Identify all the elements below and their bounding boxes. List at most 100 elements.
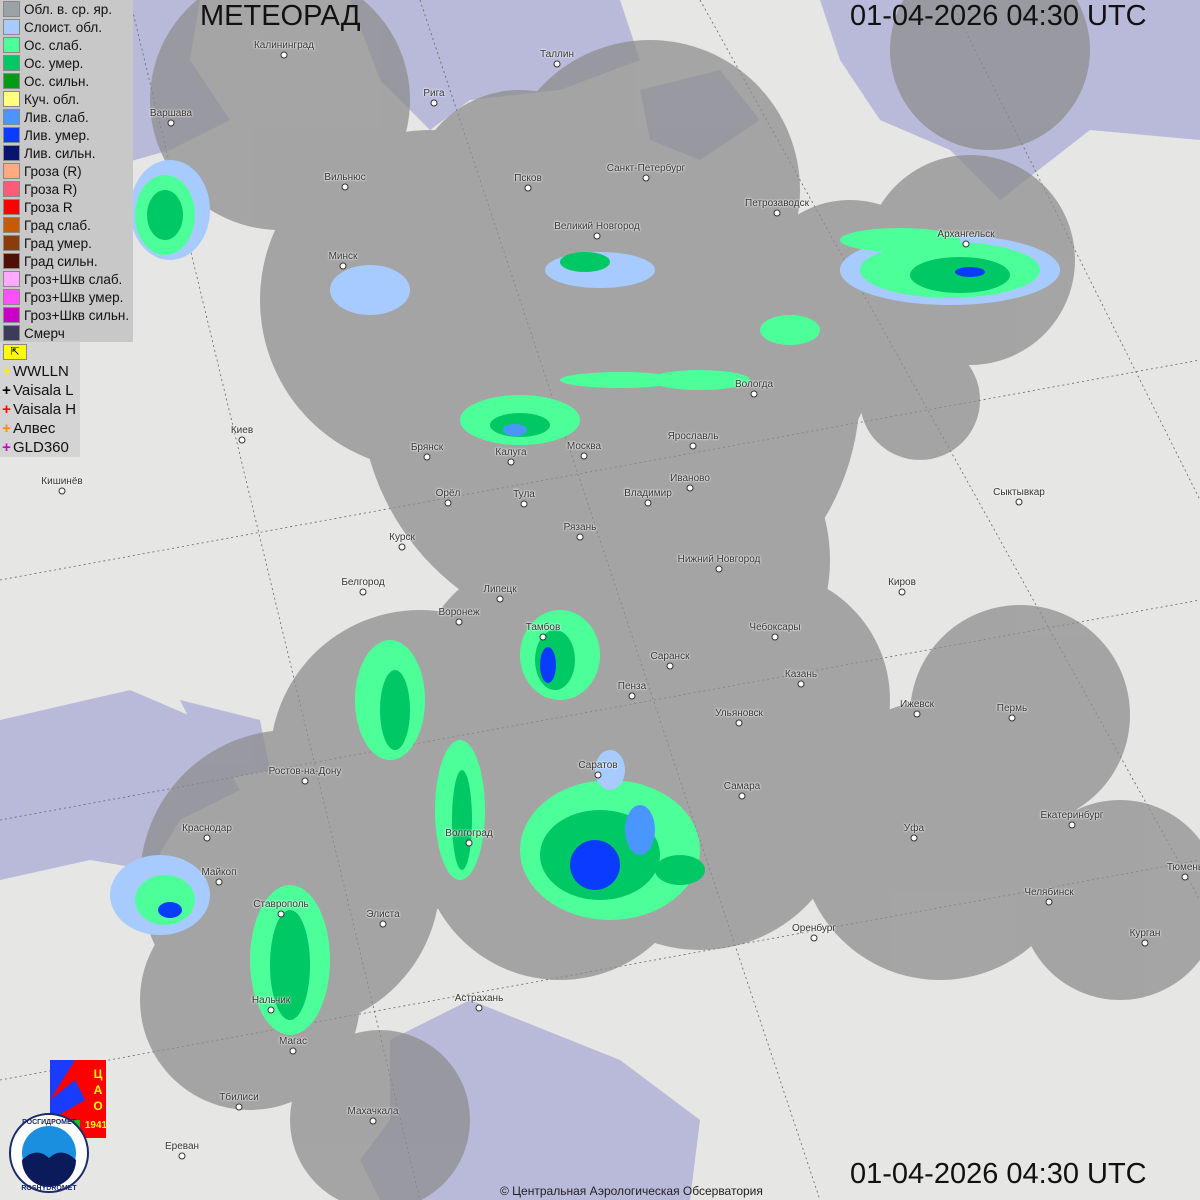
lightning-label: Vaisala L (13, 382, 74, 399)
city-marker (898, 588, 906, 596)
precipitation-echo (560, 252, 610, 272)
city-marker (475, 1004, 483, 1012)
city-label: Архангельск (937, 229, 995, 240)
lightning-label: Vaisala H (13, 401, 77, 418)
city-marker (465, 839, 473, 847)
precipitation-echo (503, 424, 527, 436)
city-marker (666, 662, 674, 670)
lightning-source-item: + WWLLN (0, 362, 80, 381)
legend-label: Обл. в. ср. яр. (24, 1, 113, 17)
city-label: Майкоп (201, 867, 237, 878)
city-label: Самара (723, 781, 761, 792)
lightning-label: Алвес (13, 420, 56, 437)
copyright: © Центральная Аэрологическая Обсерватори… (500, 1184, 763, 1198)
svg-text:РОСГИДРОМЕТ: РОСГИДРОМЕТ (22, 1119, 77, 1126)
legend-swatch (3, 109, 20, 125)
legend-swatch (3, 145, 20, 161)
legend-label: Лив. умер. (24, 127, 90, 143)
legend-item: Слоист. обл. (0, 18, 133, 36)
city-label: Астрахань (454, 993, 504, 1004)
city-label: Ульяновск (715, 708, 763, 719)
legend-label: Гроза R (24, 199, 73, 215)
legend-item: Гроз+Шкв умер. (0, 288, 133, 306)
city-label: Калининград (253, 40, 315, 51)
city-label: Курган (1129, 928, 1161, 939)
lightning-legend: ⇱ + WWLLN + Vaisala L + Vaisala H + Алвес + GLD36… (0, 342, 80, 457)
city-marker (553, 60, 561, 68)
black-sea (0, 690, 240, 880)
svg-text:Ц: Ц (94, 1067, 103, 1081)
cross-icon: + (2, 439, 11, 456)
city-marker (576, 533, 584, 541)
legend-item: Гроза R) (0, 180, 133, 198)
city-marker (642, 174, 650, 182)
city-marker (913, 710, 921, 718)
city-label: Москва (566, 441, 602, 452)
city-marker (810, 934, 818, 942)
city-marker (738, 792, 746, 800)
city-marker (644, 499, 652, 507)
city-marker (203, 834, 211, 842)
city-label: Тамбов (525, 622, 561, 633)
radar-coverage-circle (1020, 800, 1200, 1000)
gulf-of-finland (350, 0, 640, 130)
legend-item: Гроза R (0, 198, 133, 216)
city-marker (430, 99, 438, 107)
city-label: Ростов-на-Дону (268, 766, 342, 777)
legend-swatch (3, 271, 20, 287)
cross-icon: + (2, 382, 11, 399)
city-label: Екатеринбург (1040, 810, 1104, 821)
city-label: Ярославль (667, 431, 719, 442)
city-label: Саратов (578, 760, 618, 771)
city-marker (750, 390, 758, 398)
legend-item: Ос. сильн. (0, 72, 133, 90)
legend-item: Лив. умер. (0, 126, 133, 144)
city-label: Нижний Новгород (677, 554, 761, 565)
city-marker (1008, 714, 1016, 722)
city-marker (773, 209, 781, 217)
legend-label: Гроз+Шкв слаб. (24, 271, 123, 287)
city-label: Уфа (903, 823, 925, 834)
legend-swatch (3, 73, 20, 89)
precipitation-echo (158, 902, 182, 918)
city-label: Пермь (996, 703, 1028, 714)
legend-item: Лив. сильн. (0, 144, 133, 162)
city-label: Волгоград (445, 828, 493, 839)
legend-swatch (3, 19, 20, 35)
city-label: Воронеж (438, 607, 480, 618)
lightning-label: GLD360 (13, 439, 69, 456)
precipitation-echo (655, 855, 705, 885)
legend-swatch (3, 91, 20, 107)
city-label: Иваново (670, 473, 710, 484)
city-marker (398, 543, 406, 551)
roshydromet-logo: РОСГИДРОМЕТ ROSHYDROMET (9, 1113, 89, 1193)
legend-label: Смерч (24, 325, 65, 341)
pointer-tool-button[interactable]: ⇱ (3, 344, 27, 360)
city-label: Рига (423, 88, 445, 99)
city-label: Тула (513, 489, 535, 500)
legend-swatch (3, 163, 20, 179)
city-marker (771, 633, 779, 641)
city-label: Киев (230, 425, 254, 436)
legend-label: Град умер. (24, 235, 92, 251)
precipitation-echo (650, 370, 750, 390)
radar-coverage-circle (910, 605, 1130, 825)
legend-swatch (3, 307, 20, 323)
precipitation-echo (330, 265, 410, 315)
datetime-bottom: 01-04-2026 04:30 UTC (850, 1158, 1147, 1190)
city-label: Пенза (617, 681, 647, 692)
legend-item: Гроз+Шкв сильн. (0, 306, 133, 324)
precipitation (110, 160, 1060, 1035)
precipitation-echo (270, 910, 310, 1020)
legend-item: Куч. обл. (0, 90, 133, 108)
city-label: Санкт-Петербург (606, 163, 686, 174)
legend-label: Ос. умер. (24, 55, 84, 71)
precipitation-echo (625, 805, 655, 855)
city-label: Рязань (563, 522, 597, 533)
cross-icon: + (2, 401, 11, 418)
city-label: Чебоксары (749, 622, 801, 633)
legend-swatch (3, 55, 20, 71)
city-marker (496, 595, 504, 603)
legend-item: Град сильн. (0, 252, 133, 270)
